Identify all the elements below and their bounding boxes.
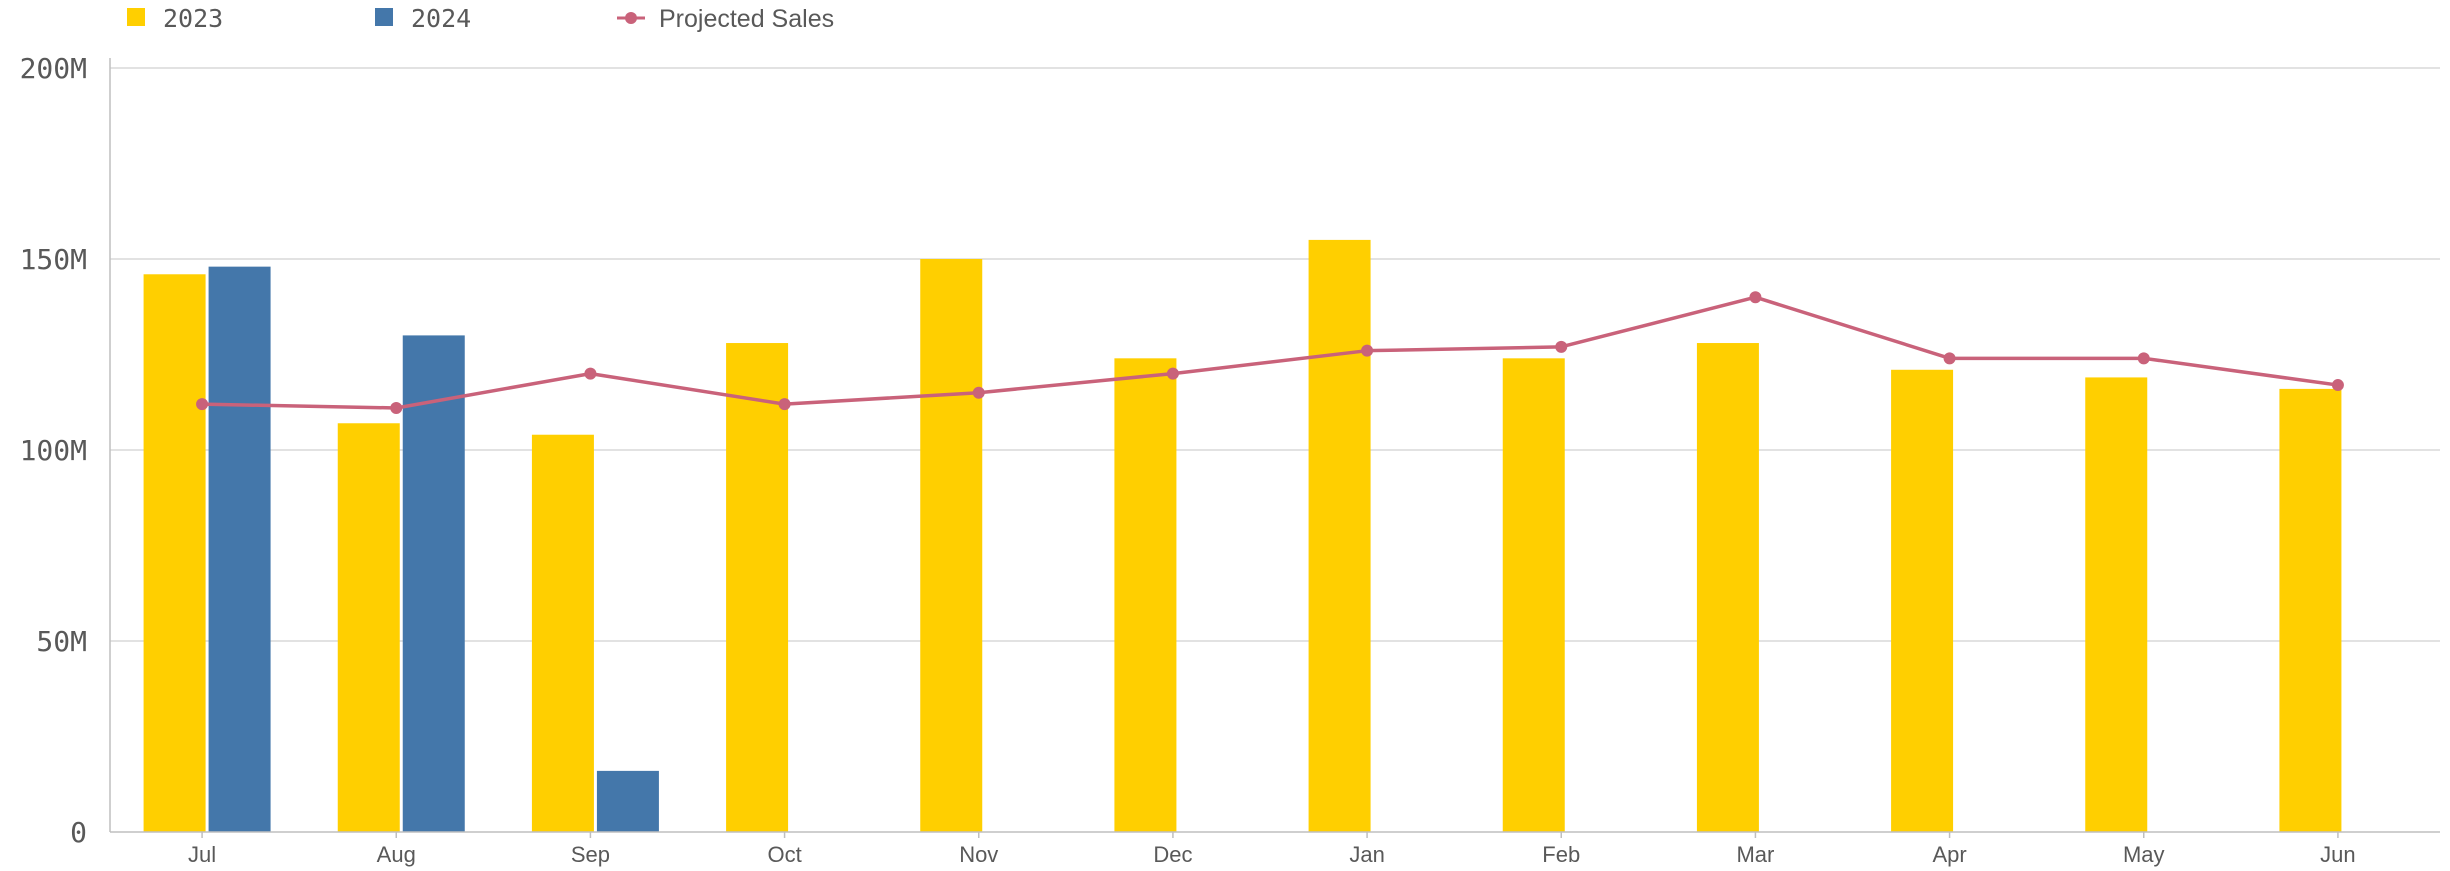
- projected-point-apr: [1943, 352, 1956, 365]
- y-tick-label: 50M: [36, 625, 87, 658]
- bar-2024-jul: [208, 266, 271, 832]
- projected-point-jun: [2331, 379, 2344, 392]
- x-tick-label-dec: Dec: [1153, 842, 1192, 867]
- legend-swatch-2023: [127, 8, 145, 26]
- projected-sales-line: [196, 291, 2344, 414]
- projected-point-dec: [1166, 367, 1179, 380]
- x-tick-label-oct: Oct: [767, 842, 801, 867]
- legend-swatch-projected-dot: [625, 12, 637, 24]
- projected-sales-path: [202, 295, 2339, 410]
- bar-2023-sep: [531, 434, 594, 832]
- bar-2023-mar: [1696, 343, 1759, 832]
- x-axis: Jul Aug Sep Oct Nov Dec Jan Feb Mar Apr May Jun: [110, 831, 2440, 867]
- y-tick-label: 200M: [20, 52, 87, 85]
- projected-point-nov: [972, 386, 985, 399]
- bar-2023-aug: [337, 423, 400, 832]
- y-tick-label: 150M: [20, 243, 87, 276]
- x-tick-label-nov: Nov: [959, 842, 998, 867]
- bar-2023-apr: [1891, 369, 1954, 832]
- x-tick-label-aug: Aug: [377, 842, 416, 867]
- projected-point-may: [2137, 352, 2150, 365]
- projected-point-jul: [196, 398, 209, 411]
- bars: [143, 239, 2342, 832]
- bar-2024-sep: [596, 770, 659, 832]
- x-tick-label-apr: Apr: [1932, 842, 1966, 867]
- gridlines: [110, 67, 2440, 642]
- projected-point-jan: [1361, 344, 1374, 357]
- bar-2023-nov: [920, 259, 983, 832]
- x-tick-label-mar: Mar: [1736, 842, 1774, 867]
- projected-point-mar: [1749, 291, 1762, 304]
- x-tick-label-sep: Sep: [571, 842, 610, 867]
- y-tick-label: 100M: [20, 434, 87, 467]
- bar-2023-dec: [1114, 358, 1177, 832]
- bar-2023-jan: [1308, 239, 1371, 832]
- legend-label-2023: 2023: [163, 4, 223, 33]
- bar-2023-jul: [143, 274, 206, 832]
- bar-2023-jun: [2279, 388, 2342, 832]
- y-tick-label: 0: [70, 816, 87, 849]
- y-axis: 0 50M 100M 150M 200M: [20, 52, 111, 849]
- legend-label-projected-sales: Projected Sales: [659, 5, 834, 33]
- projected-point-sep: [584, 367, 597, 380]
- legend-swatch-2024: [375, 8, 393, 26]
- projected-point-oct: [778, 398, 791, 411]
- legend-label-2024: 2024: [411, 4, 471, 33]
- x-tick-label-jan: Jan: [1349, 842, 1384, 867]
- x-tick-label-may: May: [2123, 842, 2165, 867]
- x-tick-label-feb: Feb: [1542, 842, 1580, 867]
- bar-2024-aug: [402, 335, 465, 832]
- x-tick-label-jun: Jun: [2320, 842, 2355, 867]
- projected-point-feb: [1555, 340, 1568, 353]
- bar-2023-feb: [1502, 358, 1565, 832]
- bar-2023-oct: [726, 343, 789, 832]
- legend: 2023 2024 Projected Sales: [127, 4, 834, 33]
- projected-point-aug: [390, 401, 403, 414]
- bar-2023-may: [2085, 377, 2148, 832]
- x-tick-label-jul: Jul: [188, 842, 216, 867]
